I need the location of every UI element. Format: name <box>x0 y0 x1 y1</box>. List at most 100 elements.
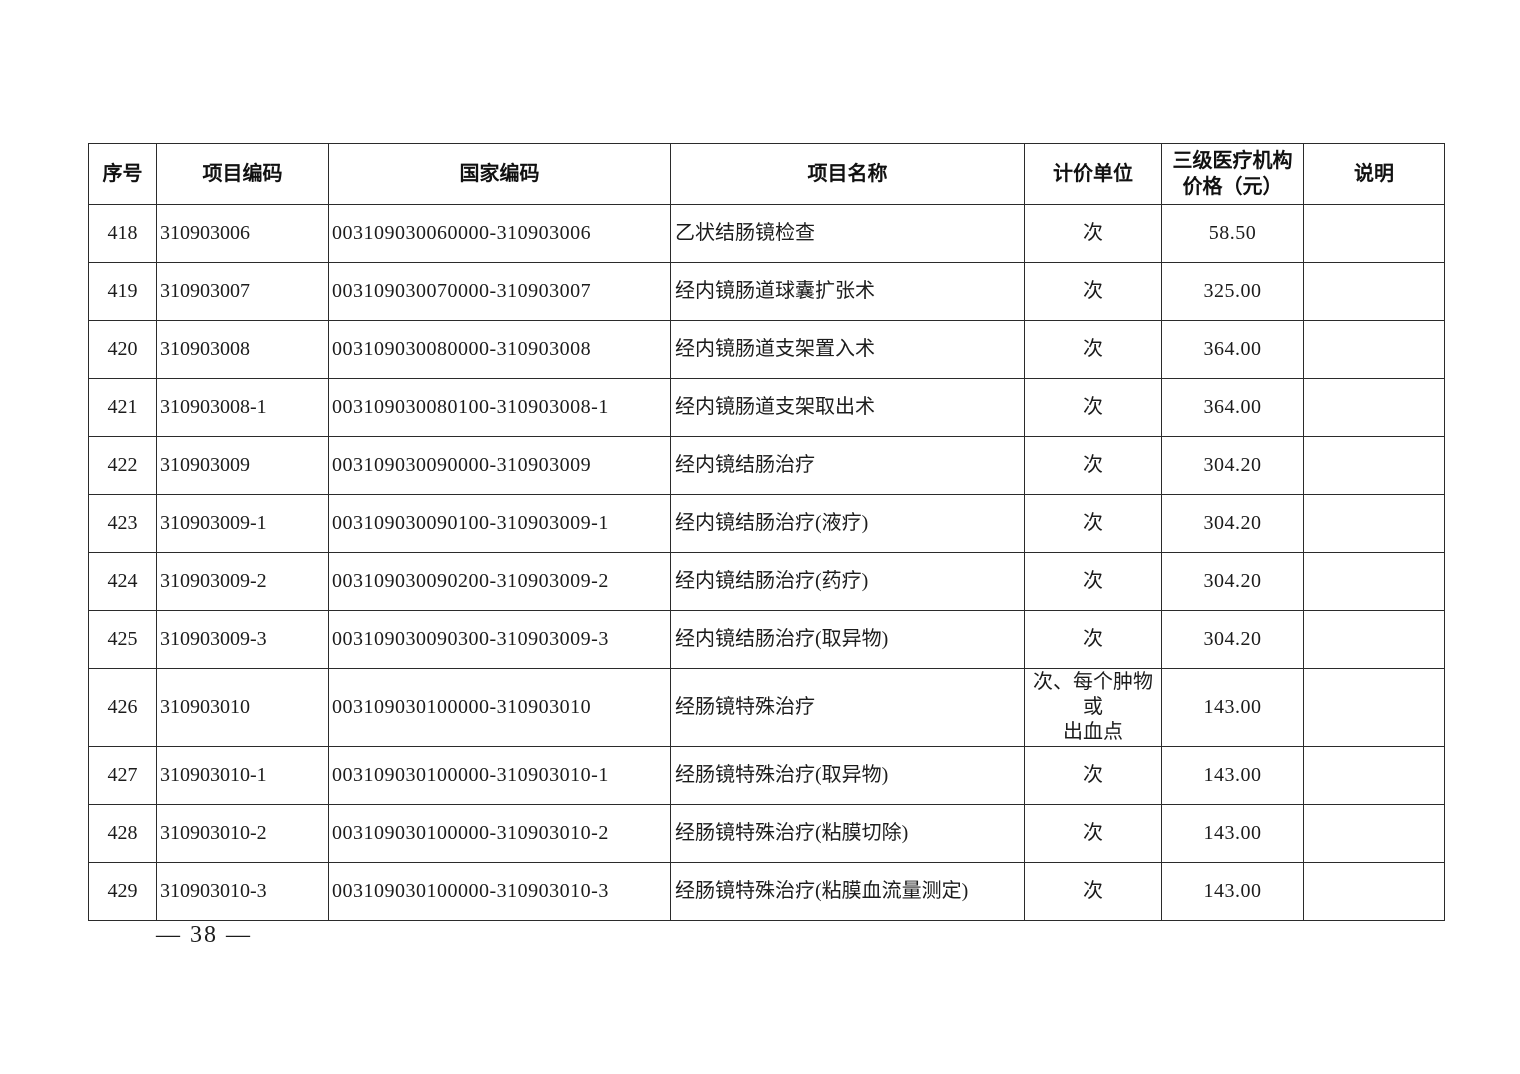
table-row: 424 310903009-2 003109030090200-31090300… <box>88 552 1445 611</box>
cell-seq: 421 <box>88 378 157 437</box>
col-header-project-name: 项目名称 <box>670 143 1025 205</box>
cell-project-code: 310903010-2 <box>156 804 329 863</box>
cell-project-code: 310903009-2 <box>156 552 329 611</box>
cell-seq: 420 <box>88 320 157 379</box>
cell-unit: 次 <box>1024 262 1162 321</box>
cell-seq: 422 <box>88 436 157 495</box>
cell-national-code: 003109030090300-310903009-3 <box>328 610 671 669</box>
cell-project-code: 310903008 <box>156 320 329 379</box>
cell-note <box>1303 804 1445 863</box>
header-row: 序号 项目编码 国家编码 项目名称 计价单位 三级医疗机构 价格（元） 说明 <box>88 143 1445 205</box>
table-row: 423 310903009-1 003109030090100-31090300… <box>88 494 1445 553</box>
cell-project-name: 经内镜肠道支架取出术 <box>670 378 1025 437</box>
cell-note <box>1303 494 1445 553</box>
col-header-seq: 序号 <box>88 143 157 205</box>
cell-project-code: 310903008-1 <box>156 378 329 437</box>
cell-seq: 418 <box>88 204 157 263</box>
cell-project-name: 经肠镜特殊治疗(取异物) <box>670 746 1025 805</box>
col-header-unit: 计价单位 <box>1024 143 1162 205</box>
cell-note <box>1303 746 1445 805</box>
cell-unit: 次 <box>1024 862 1162 921</box>
col-header-note: 说明 <box>1303 143 1445 205</box>
price-table-body: 418 310903006 003109030060000-310903006 … <box>88 204 1445 921</box>
cell-seq: 426 <box>88 668 157 747</box>
cell-national-code: 003109030070000-310903007 <box>328 262 671 321</box>
cell-unit: 次 <box>1024 204 1162 263</box>
table-row: 420 310903008 003109030080000-310903008 … <box>88 320 1445 379</box>
cell-note <box>1303 668 1445 747</box>
cell-price: 304.20 <box>1161 436 1304 495</box>
cell-price: 364.00 <box>1161 378 1304 437</box>
cell-project-name: 经肠镜特殊治疗(粘膜切除) <box>670 804 1025 863</box>
cell-seq: 429 <box>88 862 157 921</box>
cell-price: 143.00 <box>1161 668 1304 747</box>
cell-national-code: 003109030100000-310903010 <box>328 668 671 747</box>
cell-note <box>1303 610 1445 669</box>
table-row: 421 310903008-1 003109030080100-31090300… <box>88 378 1445 437</box>
table-row: 429 310903010-3 003109030100000-31090301… <box>88 862 1445 921</box>
cell-price: 143.00 <box>1161 804 1304 863</box>
cell-national-code: 003109030090000-310903009 <box>328 436 671 495</box>
cell-project-code: 310903009-3 <box>156 610 329 669</box>
cell-project-name: 经内镜结肠治疗 <box>670 436 1025 495</box>
table-row: 426 310903010 003109030100000-310903010 … <box>88 668 1445 747</box>
col-header-project-code: 项目编码 <box>156 143 329 205</box>
cell-project-code: 310903010-1 <box>156 746 329 805</box>
cell-national-code: 003109030100000-310903010-1 <box>328 746 671 805</box>
cell-price: 304.20 <box>1161 552 1304 611</box>
cell-project-name: 经内镜肠道球囊扩张术 <box>670 262 1025 321</box>
cell-note <box>1303 436 1445 495</box>
cell-note <box>1303 262 1445 321</box>
cell-seq: 428 <box>88 804 157 863</box>
cell-project-code: 310903007 <box>156 262 329 321</box>
cell-note <box>1303 378 1445 437</box>
cell-project-code: 310903010-3 <box>156 862 329 921</box>
cell-price: 304.20 <box>1161 494 1304 553</box>
cell-price: 143.00 <box>1161 862 1304 921</box>
cell-seq: 424 <box>88 552 157 611</box>
cell-project-name: 经内镜肠道支架置入术 <box>670 320 1025 379</box>
cell-seq: 419 <box>88 262 157 321</box>
cell-unit: 次 <box>1024 378 1162 437</box>
col-header-price: 三级医疗机构 价格（元） <box>1161 143 1304 205</box>
cell-unit: 次 <box>1024 552 1162 611</box>
table-row: 418 310903006 003109030060000-310903006 … <box>88 204 1445 263</box>
table-row: 427 310903010-1 003109030100000-31090301… <box>88 746 1445 805</box>
cell-project-code: 310903009 <box>156 436 329 495</box>
table-row: 419 310903007 003109030070000-310903007 … <box>88 262 1445 321</box>
cell-unit: 次 <box>1024 610 1162 669</box>
cell-project-code: 310903006 <box>156 204 329 263</box>
cell-note <box>1303 552 1445 611</box>
cell-unit: 次 <box>1024 320 1162 379</box>
cell-seq: 423 <box>88 494 157 553</box>
cell-project-name: 经内镜结肠治疗(药疗) <box>670 552 1025 611</box>
cell-seq: 427 <box>88 746 157 805</box>
cell-project-name: 经内镜结肠治疗(取异物) <box>670 610 1025 669</box>
cell-project-name: 经肠镜特殊治疗(粘膜血流量测定) <box>670 862 1025 921</box>
cell-price: 143.00 <box>1161 746 1304 805</box>
cell-price: 304.20 <box>1161 610 1304 669</box>
cell-national-code: 003109030090100-310903009-1 <box>328 494 671 553</box>
cell-national-code: 003109030080000-310903008 <box>328 320 671 379</box>
cell-unit: 次 <box>1024 494 1162 553</box>
table-row: 428 310903010-2 003109030100000-31090301… <box>88 804 1445 863</box>
cell-national-code: 003109030060000-310903006 <box>328 204 671 263</box>
col-header-national-code: 国家编码 <box>328 143 671 205</box>
cell-national-code: 003109030100000-310903010-2 <box>328 804 671 863</box>
medical-price-table: 序号 项目编码 国家编码 项目名称 计价单位 三级医疗机构 价格（元） 说明 4… <box>88 143 1445 921</box>
cell-price: 58.50 <box>1161 204 1304 263</box>
cell-note <box>1303 320 1445 379</box>
cell-note <box>1303 862 1445 921</box>
table-header: 序号 项目编码 国家编码 项目名称 计价单位 三级医疗机构 价格（元） 说明 <box>88 143 1445 205</box>
cell-unit: 次、每个肿物或 出血点 <box>1024 668 1162 747</box>
cell-price: 364.00 <box>1161 320 1304 379</box>
cell-unit: 次 <box>1024 804 1162 863</box>
cell-project-name: 经内镜结肠治疗(液疗) <box>670 494 1025 553</box>
cell-note <box>1303 204 1445 263</box>
page-number: — 38 — <box>156 922 252 948</box>
cell-project-code: 310903010 <box>156 668 329 747</box>
cell-national-code: 003109030090200-310903009-2 <box>328 552 671 611</box>
cell-seq: 425 <box>88 610 157 669</box>
cell-price: 325.00 <box>1161 262 1304 321</box>
